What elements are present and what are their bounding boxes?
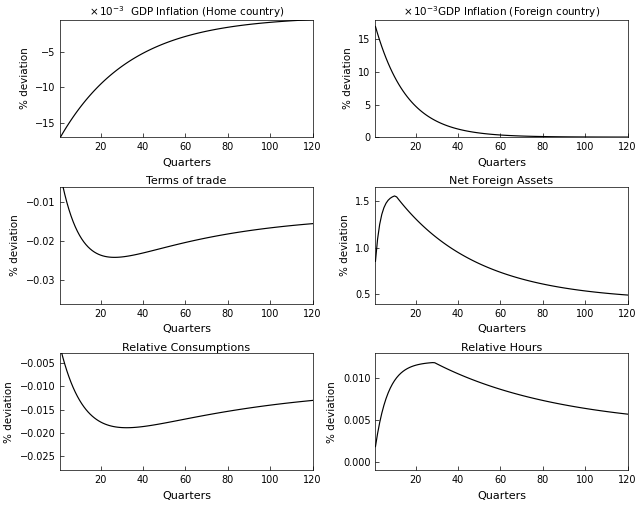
Y-axis label: % deviation: % deviation [343,47,353,110]
Title: Relative Hours: Relative Hours [461,342,542,352]
X-axis label: Quarters: Quarters [162,158,211,168]
Y-axis label: % deviation: % deviation [328,381,337,443]
X-axis label: Quarters: Quarters [162,491,211,501]
X-axis label: Quarters: Quarters [477,491,526,501]
Title: Net Foreign Assets: Net Foreign Assets [449,176,554,186]
Y-axis label: % deviation: % deviation [340,214,349,276]
Y-axis label: % deviation: % deviation [10,214,21,276]
X-axis label: Quarters: Quarters [162,324,211,334]
Title: Relative Consumptions: Relative Consumptions [122,342,251,352]
Title: Terms of trade: Terms of trade [146,176,227,186]
Y-axis label: % deviation: % deviation [4,381,14,443]
X-axis label: Quarters: Quarters [477,324,526,334]
Y-axis label: % deviation: % deviation [19,47,29,110]
Title: $\times\,10^{-3}$GDP Inflation (Foreign country): $\times\,10^{-3}$GDP Inflation (Foreign … [403,4,600,20]
X-axis label: Quarters: Quarters [477,158,526,168]
Title: $\times\,10^{-3}$  GDP Inflation (Home country): $\times\,10^{-3}$ GDP Inflation (Home co… [89,4,284,20]
